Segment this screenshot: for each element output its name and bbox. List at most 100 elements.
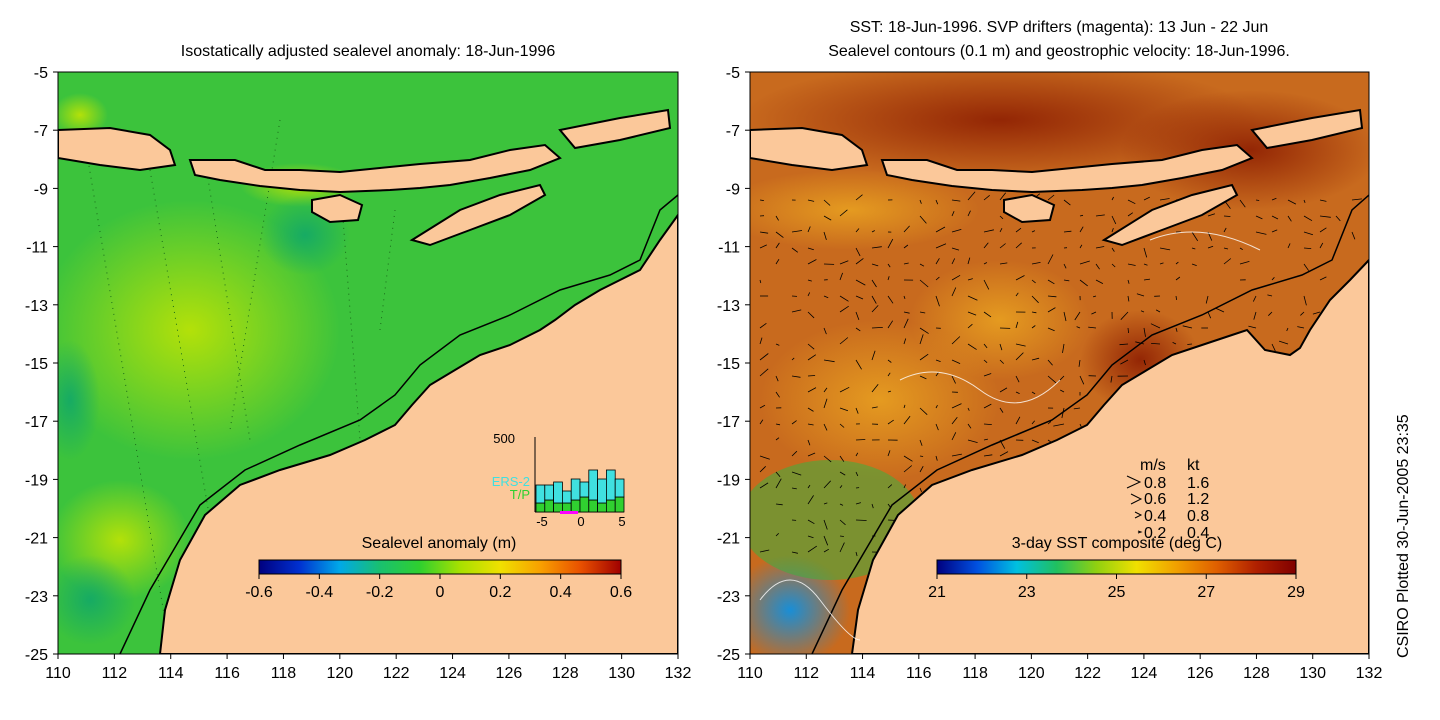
velocity-arrow xyxy=(1015,275,1025,281)
velocity-arrow xyxy=(871,327,883,329)
inset-series-tp: T/P xyxy=(510,487,530,502)
velocity-arrow xyxy=(1319,215,1331,218)
velocity-arrow xyxy=(983,279,990,290)
velocity-arrow xyxy=(839,535,844,537)
velocity-arrow xyxy=(775,231,784,238)
left-lesser-sunda-islands xyxy=(188,143,562,194)
right-sst-warm-north2 xyxy=(1120,90,1369,210)
velocity-arrow xyxy=(807,452,816,457)
right-timor-island xyxy=(1101,183,1239,247)
velocity-arrow xyxy=(903,295,906,300)
velocity-arrow xyxy=(1140,310,1145,313)
velocity-arrow xyxy=(1175,295,1177,300)
velocity-arrow xyxy=(887,359,892,363)
velocity-arrow xyxy=(999,451,1009,457)
velocity-arrow xyxy=(807,545,818,553)
velocity-arrow xyxy=(935,295,940,307)
velocity-arrow xyxy=(1215,307,1225,313)
legend-ms-2: 0.6 xyxy=(1144,491,1166,508)
velocity-arrow xyxy=(855,258,864,265)
velocity-arrow xyxy=(903,338,907,345)
velocity-arrow xyxy=(1047,359,1053,366)
velocity-arrow xyxy=(1111,228,1114,233)
velocity-arrow xyxy=(951,359,961,364)
right-colorbar: 3-day SST composite (deg C) 21 23 25 27 29 xyxy=(928,535,1305,601)
velocity-arrow xyxy=(967,210,971,217)
right-y-tick-label: -11 xyxy=(718,240,740,257)
velocity-arrow xyxy=(1239,247,1243,250)
velocity-arrow xyxy=(823,398,828,409)
velocity-arrow xyxy=(887,390,892,393)
inset-bar-tp xyxy=(562,502,572,513)
velocity-arrow xyxy=(919,439,923,446)
inset-bar-tp xyxy=(606,499,616,513)
velocity-arrow xyxy=(1239,261,1250,265)
velocity-arrow xyxy=(807,484,811,489)
velocity-arrow xyxy=(791,471,802,476)
legend-arrow-3 xyxy=(1134,511,1143,519)
velocity-arrow xyxy=(903,484,906,489)
velocity-arrow xyxy=(999,407,1004,413)
velocity-arrow xyxy=(807,259,817,265)
left-colorbar-tick-label: 0.6 xyxy=(610,584,632,601)
inset-series-ers2: ERS-2 xyxy=(492,474,530,489)
left-anomaly-low-2 xyxy=(58,555,135,645)
left-panel-title: Isostatically adjusted sealevel anomaly:… xyxy=(181,43,556,60)
velocity-arrow xyxy=(903,465,913,473)
velocity-arrow xyxy=(951,274,961,281)
right-y-tick-label: -13 xyxy=(717,298,740,315)
velocity-arrow xyxy=(1319,199,1327,202)
right-australia-mainland xyxy=(850,258,1369,654)
left-x-tick-label: 132 xyxy=(665,665,692,682)
velocity-arrow xyxy=(855,228,860,233)
velocity-arrow xyxy=(791,247,799,253)
velocity-arrow xyxy=(759,231,769,234)
left-colorbar-tick-label: 0.4 xyxy=(550,584,572,601)
velocity-arrow xyxy=(919,279,929,288)
right-y-tick-label: -17 xyxy=(717,414,740,431)
inset-drifter-marker xyxy=(560,511,578,514)
velocity-arrow xyxy=(1319,227,1327,233)
velocity-arrow xyxy=(823,199,831,206)
left-x-tick-label: 122 xyxy=(383,665,410,682)
velocity-arrow xyxy=(951,432,957,441)
velocity-arrow xyxy=(839,407,849,412)
velocity-arrow xyxy=(967,295,978,301)
velocity-arrow xyxy=(919,311,926,314)
legend-row-2: 0.6 1.2 xyxy=(1130,491,1209,508)
velocity-arrow xyxy=(999,192,1007,201)
velocity-arrow xyxy=(967,343,977,350)
velocity-arrow xyxy=(823,387,828,393)
velocity-arrow xyxy=(983,454,993,457)
velocity-arrow xyxy=(1205,295,1209,304)
velocity-arrow xyxy=(855,439,866,441)
velocity-arrow xyxy=(807,199,815,202)
velocity-arrow xyxy=(1111,196,1114,201)
inset-bar-ers2 xyxy=(535,484,546,504)
velocity-arrow xyxy=(1120,359,1129,365)
velocity-arrow xyxy=(839,542,845,553)
left-x-axis: 110 112 114 116 118 120 122 124 126 128 130 132 xyxy=(45,654,691,682)
velocity-arrow xyxy=(1079,226,1084,233)
velocity-arrow xyxy=(1063,263,1067,269)
velocity-arrow xyxy=(1015,292,1019,297)
velocity-arrow xyxy=(759,466,766,473)
velocity-arrow xyxy=(855,452,859,457)
velocity-arrow xyxy=(1351,231,1356,240)
velocity-arrow xyxy=(983,438,988,441)
velocity-arrow xyxy=(1031,325,1036,329)
inset-bar-tp xyxy=(553,502,563,513)
velocity-arrow xyxy=(807,375,816,377)
velocity-arrow xyxy=(951,417,958,425)
velocity-arrow xyxy=(1031,295,1039,304)
legend-kt-3: 0.8 xyxy=(1187,508,1209,525)
velocity-arrow xyxy=(1271,277,1275,281)
velocity-arrow xyxy=(871,246,882,249)
velocity-arrow xyxy=(855,407,859,414)
velocity-arrow xyxy=(1159,198,1170,201)
velocity-arrow xyxy=(871,263,879,267)
velocity-arrow xyxy=(791,487,797,490)
velocity-arrow xyxy=(1095,263,1100,270)
velocity-arrow xyxy=(775,437,780,441)
velocity-arrow xyxy=(1127,279,1130,284)
